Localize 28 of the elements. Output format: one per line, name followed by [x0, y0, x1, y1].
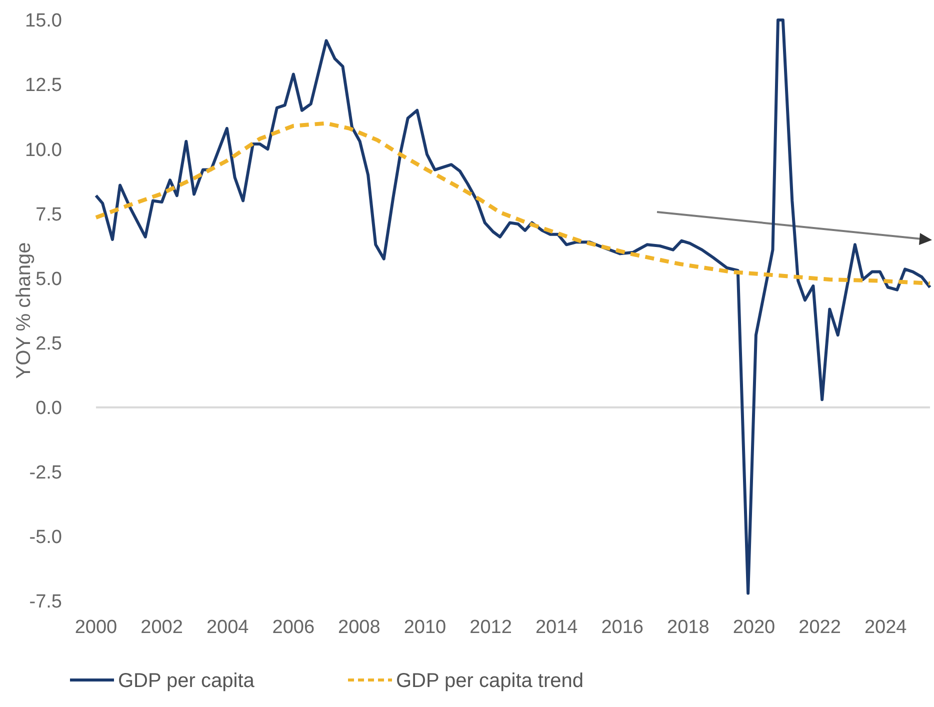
x-tick-label: 2022	[798, 617, 841, 638]
x-tick-label: 2006	[272, 617, 315, 638]
legend-label: GDP per capita trend	[396, 670, 584, 692]
y-tick-label: 15.0	[25, 10, 62, 32]
x-tick-label: 2014	[535, 617, 578, 638]
x-tick-label: 2024	[864, 617, 908, 638]
y-tick-label: 0.0	[36, 398, 62, 419]
x-tick-label: 2016	[601, 617, 644, 638]
x-tick-label: 2004	[206, 617, 250, 638]
line-series	[94, 18, 932, 595]
y-tick-label: 12.5	[25, 75, 62, 96]
x-tick-label: 2008	[338, 617, 380, 638]
y-axis-title: YOY % change	[13, 242, 35, 379]
x-tick-label: 2012	[470, 617, 512, 638]
y-tick-label: 7.5	[36, 204, 62, 226]
x-tick-label: 2018	[667, 617, 710, 638]
y-tick-label: 2.5	[36, 333, 62, 354]
line-series	[94, 121, 932, 286]
x-tick-label: 2010	[404, 617, 446, 638]
y-tick-label: -7.5	[29, 592, 62, 613]
x-tick-label: 2002	[140, 617, 183, 638]
y-tick-label: -5.0	[29, 527, 62, 548]
y-tick-label: 10.0	[25, 140, 62, 161]
legend-label: GDP per capita	[118, 670, 256, 692]
x-tick-label: 2000	[74, 617, 118, 638]
x-tick-label: 2020	[732, 617, 776, 638]
y-tick-label: -2.5	[29, 462, 62, 484]
y-tick-label: 5.0	[36, 268, 62, 290]
